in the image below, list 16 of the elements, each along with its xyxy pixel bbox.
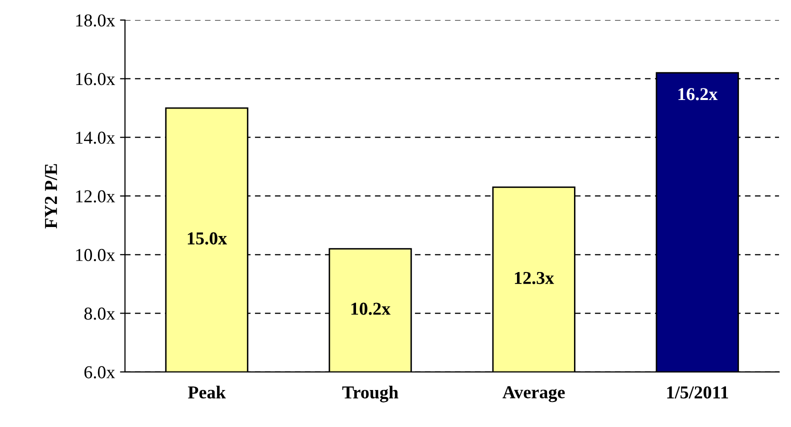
y-tick-label: 12.0x (76, 190, 116, 203)
y-tick-label: 14.0x (76, 132, 116, 144)
y-tick-label: 16.0x (76, 72, 116, 86)
x-tick-label: Average (502, 386, 565, 402)
data-label: 10.2x (351, 302, 391, 315)
x-tick-label: Trough (342, 386, 398, 402)
y-tick-label: 6.0x (84, 366, 116, 378)
data-label: 12.3x (514, 272, 554, 284)
y-tick-label: 10.0x (76, 248, 116, 262)
y-axis-title: FY2 P/E (44, 164, 58, 229)
y-tick-label: 8.0x (84, 308, 116, 320)
x-tick-label: Peak (188, 386, 226, 399)
y-tick-label: 18.0x (76, 14, 116, 27)
data-label: 15.0x (188, 232, 227, 245)
data-label: 16.2x (678, 88, 718, 100)
x-tick-label: 1/5/2011 (667, 386, 728, 399)
